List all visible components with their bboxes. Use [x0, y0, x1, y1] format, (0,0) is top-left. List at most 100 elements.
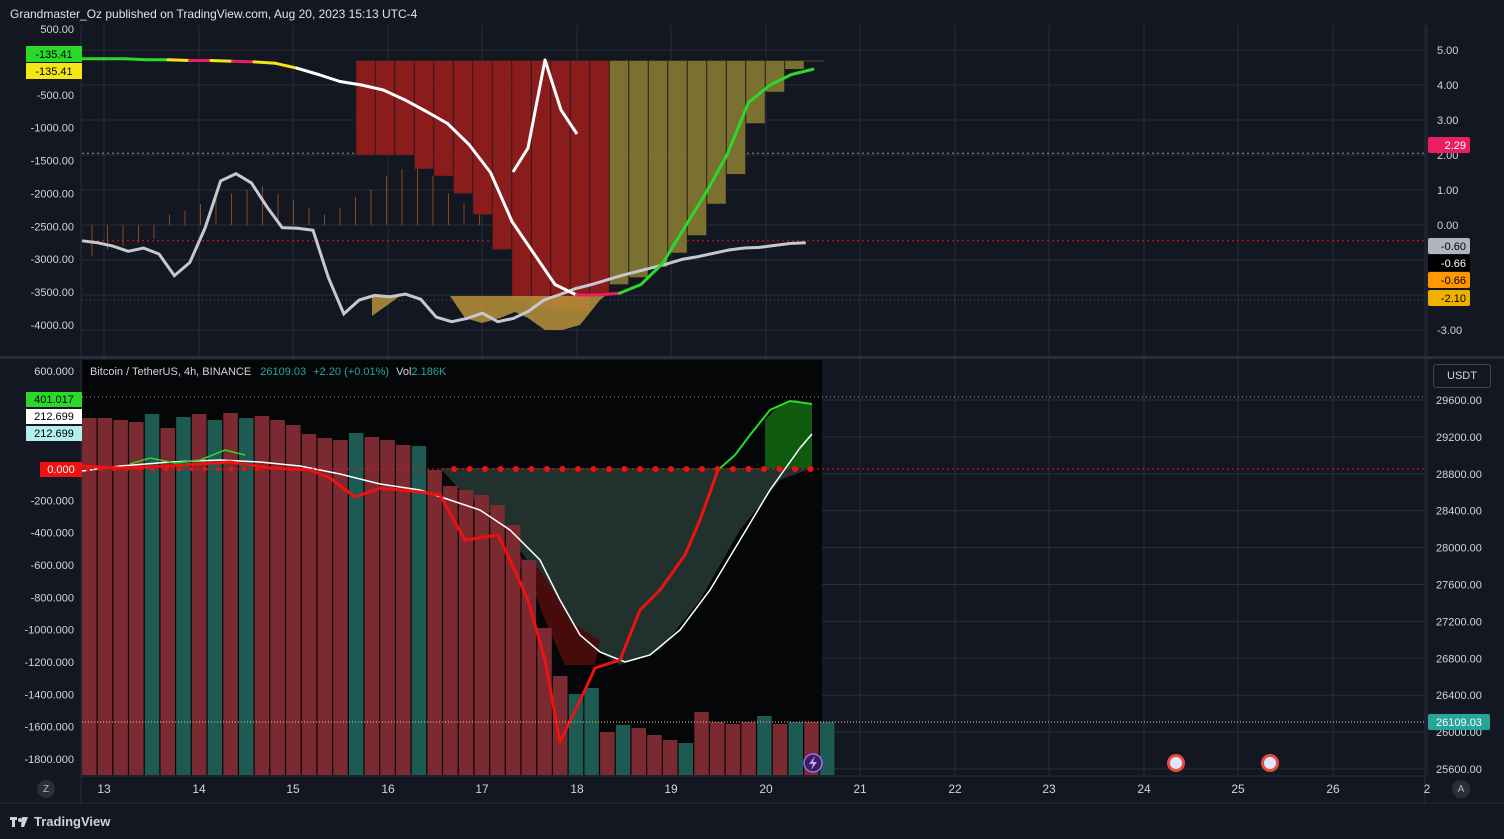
red-histogram-bar: [531, 60, 551, 308]
up-candle-bar: [176, 417, 191, 775]
bottom-left-badge: [40, 462, 82, 477]
up-candle-bar: [678, 743, 694, 775]
down-candle-bar: [553, 676, 568, 775]
down-candle-bar: [443, 486, 458, 775]
bottom-right-tick-label: 26800.00: [1436, 653, 1482, 665]
auto-scale-left-button[interactable]: Z: [37, 780, 55, 798]
momentum-line-segment: [403, 98, 428, 113]
white-signal-line: [81, 433, 813, 663]
zero-dot: [792, 466, 798, 472]
down-candle-bar: [631, 728, 646, 775]
top-left-tick-label: -2000.00: [31, 188, 74, 200]
down-candle-bar: [223, 413, 238, 775]
momentum-line-segment: [231, 59, 256, 64]
bottom-price-pane: [81, 360, 1425, 775]
zero-dot: [189, 466, 195, 472]
zero-dot: [606, 466, 612, 472]
zero-dot: [451, 466, 457, 472]
down-candle-bar: [364, 437, 380, 775]
momentum-line-segment: [209, 59, 234, 63]
momentum-line-segment: [467, 143, 492, 174]
momentum-line-segment: [768, 73, 793, 87]
down-candle-bar: [113, 420, 128, 775]
top-right-badge: [1428, 238, 1470, 254]
x-tick-label: 23: [1042, 782, 1056, 796]
bottom-left-tick-label: -1000.000: [24, 625, 74, 637]
footer-brand[interactable]: TradingView: [10, 814, 110, 829]
currency-button[interactable]: USDT: [1433, 364, 1491, 388]
top-right-badge-text: -0.60: [1441, 241, 1466, 253]
top-right-tick-label: 3.00: [1437, 115, 1458, 127]
top-left-tick-label: -500.00: [37, 90, 74, 102]
top-right-badge: [1428, 290, 1470, 306]
down-candle-bar: [600, 732, 615, 775]
zero-dot: [482, 466, 488, 472]
brand-name: TradingView: [34, 814, 111, 829]
bottom-left-tick-label: 600.000: [34, 366, 74, 378]
zero-dot: [137, 466, 143, 472]
momentum-line-segment: [704, 153, 729, 195]
down-candle-bar: [772, 724, 788, 775]
olive-histogram-bar: [609, 60, 629, 285]
symbol-name: Bitcoin / TetherUS, 4h, BINANCE: [90, 366, 252, 378]
top-left-tick-label: -1000.00: [31, 123, 74, 135]
down-candle-bar: [694, 712, 709, 775]
momentum-line-segment: [295, 66, 320, 76]
bottom-left-tick-label: -1800.000: [24, 754, 74, 766]
top-left-tick-label: -3500.00: [31, 287, 74, 299]
top-left-badge: [26, 46, 82, 62]
bottom-left-tick-label: -1400.000: [24, 689, 74, 701]
red-histogram-bar: [492, 60, 512, 250]
red-histogram-bar: [355, 60, 376, 156]
down-candle-bar: [710, 722, 725, 775]
up-candle-bar: [144, 414, 160, 775]
zero-dot: [761, 466, 767, 472]
bottom-left-tick-label: -800.000: [31, 592, 74, 604]
down-candle-bar: [505, 525, 521, 775]
up-candle-bar: [207, 420, 223, 775]
down-candle-bar: [537, 628, 552, 775]
down-candle-bar: [286, 425, 301, 775]
red-histogram-bar: [511, 60, 532, 299]
x-tick-label: 26: [1326, 782, 1340, 796]
momentum-line-segment: [123, 57, 148, 62]
down-candle-bar: [160, 428, 175, 775]
red-histogram-bar: [394, 60, 415, 156]
top-right-badge-text: -0.66: [1441, 275, 1466, 287]
bottom-left-badge: [26, 409, 82, 424]
tradingview-logo-icon: [10, 816, 28, 827]
momentum-line-segment: [790, 67, 815, 76]
x-tick-label: 19: [664, 782, 678, 796]
zero-dot: [652, 466, 659, 472]
zero-dot: [714, 466, 721, 472]
publish-header: Grandmaster_Oz published on TradingView.…: [10, 7, 418, 21]
lightning-glyph-icon: [809, 756, 817, 770]
zero-dot: [111, 466, 117, 472]
down-candle-bar: [129, 422, 144, 775]
auto-scale-right-button[interactable]: A: [1452, 780, 1470, 798]
down-candle-bar: [725, 724, 741, 775]
up-candle-bar: [615, 725, 631, 775]
up-candle-bar: [584, 688, 599, 775]
top-right-tick-label: 5.00: [1437, 45, 1458, 57]
olive-histogram-bar: [745, 60, 766, 124]
momentum-line-segment: [317, 73, 342, 83]
red-histogram-bar: [433, 60, 454, 177]
olive-histogram-bar: [667, 60, 688, 254]
x-tick-label: 2: [1424, 782, 1431, 796]
red-histogram-bar: [375, 60, 395, 156]
zero-dot: [98, 466, 104, 472]
zero-dot: [163, 466, 169, 472]
x-tick-label: 15: [286, 782, 300, 796]
zero-dot: [215, 466, 221, 472]
bottom-left-tick-label: -200.000: [31, 495, 74, 507]
axis-layer: 500.00 -500.00 -1000.00 -1500.00 -2000.00 -25…: [24, 24, 1490, 796]
bottom-left-badge-text: 401.017: [34, 394, 74, 406]
down-candle-bar: [97, 418, 113, 775]
momentum-line-segment: [661, 227, 686, 265]
zero-dot: [575, 466, 581, 472]
bottom-left-badge: [26, 392, 82, 407]
zero-dot: [776, 466, 783, 472]
down-candle-bar: [474, 495, 489, 775]
